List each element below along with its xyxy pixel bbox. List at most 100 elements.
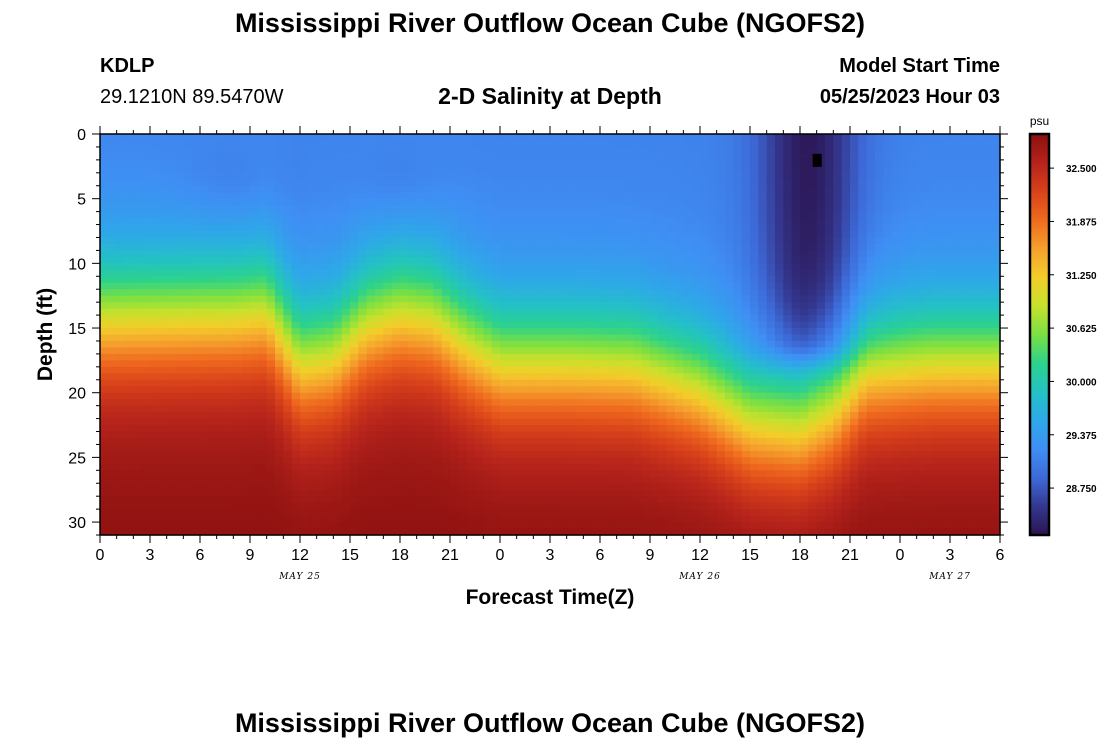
heatmap-cell (433, 367, 442, 374)
heatmap-cell (317, 477, 326, 484)
heatmap-cell (325, 516, 334, 523)
heatmap-cell (525, 212, 534, 219)
heatmap-cell (383, 179, 392, 186)
heatmap-cell (525, 373, 534, 380)
heatmap-cell (392, 205, 401, 212)
heatmap-cell (308, 483, 317, 490)
heatmap-cell (142, 367, 151, 374)
heatmap-cell (267, 432, 276, 439)
heatmap-cell (467, 205, 476, 212)
heatmap-cell (375, 309, 384, 316)
heatmap-cell (567, 503, 576, 510)
heatmap-cell (108, 328, 117, 335)
heatmap-cell (542, 522, 551, 529)
heatmap-cell (225, 509, 234, 516)
heatmap-cell (200, 451, 209, 458)
heatmap-cell (425, 166, 434, 173)
heatmap-cell (317, 490, 326, 497)
heatmap-cell (467, 270, 476, 277)
heatmap-cell (517, 237, 526, 244)
heatmap-cell (367, 147, 376, 154)
heatmap-cell (483, 490, 492, 497)
heatmap-cell (150, 147, 159, 154)
heatmap-cell (383, 373, 392, 380)
heatmap-cell (567, 257, 576, 264)
heatmap-cell (525, 309, 534, 316)
heatmap-cell (683, 509, 692, 516)
heatmap-cell (233, 335, 242, 342)
heatmap-cell (225, 289, 234, 296)
heatmap-cell (250, 134, 259, 141)
heatmap-cell (567, 464, 576, 471)
heatmap-cell (483, 218, 492, 225)
heatmap-cell (200, 231, 209, 238)
heatmap-cell (608, 270, 617, 277)
heatmap-cell (575, 457, 584, 464)
heatmap-cell (558, 496, 567, 503)
heatmap-cell (367, 218, 376, 225)
heatmap-cell (525, 412, 534, 419)
heatmap-cell (258, 470, 267, 477)
heatmap-cell (592, 212, 601, 219)
heatmap-cell (517, 140, 526, 147)
heatmap-cell (342, 335, 351, 342)
heatmap-cell (167, 205, 176, 212)
heatmap-cell (592, 270, 601, 277)
heatmap-cell (300, 205, 309, 212)
heatmap-cell (442, 490, 451, 497)
heatmap-cell (475, 302, 484, 309)
heatmap-cell (708, 153, 717, 160)
heatmap-cell (692, 205, 701, 212)
heatmap-cell (217, 218, 226, 225)
heatmap-cell (433, 399, 442, 406)
heatmap-cell (375, 186, 384, 193)
heatmap-cell (633, 186, 642, 193)
heatmap-cell (667, 218, 676, 225)
heatmap-cell (592, 412, 601, 419)
heatmap-cell (192, 140, 201, 147)
heatmap-cell (608, 496, 617, 503)
heatmap-cell (392, 341, 401, 348)
heatmap-cell (275, 192, 284, 199)
heatmap-cell (675, 425, 684, 432)
heatmap-cell (550, 341, 559, 348)
heatmap-cell (242, 496, 251, 503)
heatmap-cell (633, 244, 642, 251)
heatmap-cell (600, 263, 609, 270)
heatmap-cell (342, 218, 351, 225)
heatmap-cell (400, 218, 409, 225)
heatmap-cell (308, 140, 317, 147)
heatmap-cell (617, 477, 626, 484)
heatmap-cell (667, 490, 676, 497)
heatmap-cell (583, 328, 592, 335)
heatmap-cell (367, 522, 376, 529)
heatmap-cell (217, 257, 226, 264)
heatmap-cell (467, 186, 476, 193)
heatmap-cell (625, 147, 634, 154)
heatmap-cell (717, 335, 726, 342)
heatmap-cell (500, 360, 509, 367)
heatmap-cell (683, 309, 692, 316)
heatmap-cell (275, 134, 284, 141)
heatmap-cell (458, 205, 467, 212)
heatmap-cell (750, 276, 759, 283)
heatmap-cell (658, 257, 667, 264)
heatmap-cell (750, 160, 759, 167)
heatmap-cell (467, 218, 476, 225)
heatmap-cell (417, 490, 426, 497)
heatmap-cell (383, 490, 392, 497)
heatmap-cell (350, 309, 359, 316)
heatmap-cell (183, 470, 192, 477)
heatmap-cell (133, 296, 142, 303)
heatmap-cell (375, 276, 384, 283)
heatmap-cell (408, 354, 417, 361)
heatmap-cell (308, 160, 317, 167)
heatmap-cell (517, 386, 526, 393)
heatmap-cell (292, 212, 301, 219)
heatmap-cell (567, 166, 576, 173)
heatmap-cell (283, 341, 292, 348)
heatmap-cell (183, 347, 192, 354)
heatmap-cell (367, 140, 376, 147)
heatmap-cell (400, 231, 409, 238)
heatmap-cell (425, 425, 434, 432)
